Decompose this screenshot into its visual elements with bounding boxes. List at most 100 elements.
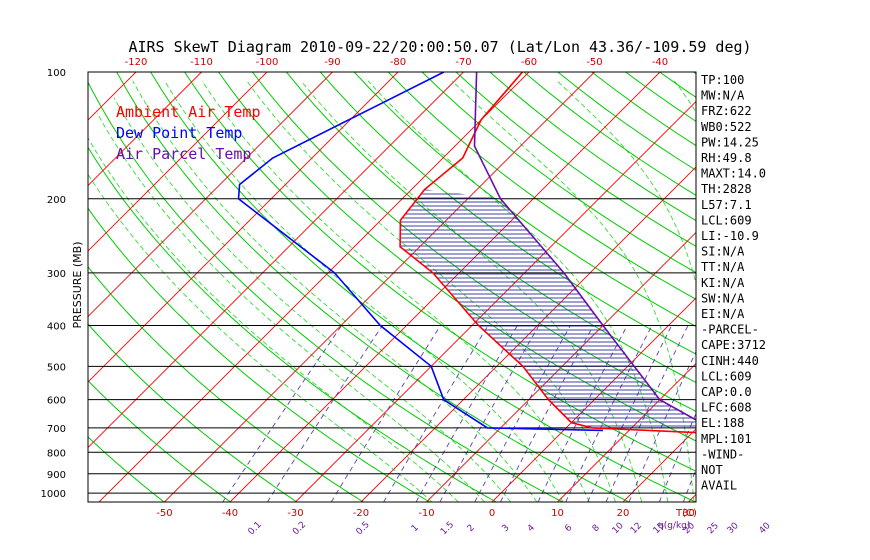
mixing-ratio-line	[267, 325, 383, 502]
legend-entry-dewpoint: Dew Point Temp	[116, 124, 242, 142]
index-label: TT:N/A	[701, 260, 745, 274]
bottom-temp-tick-label: -30	[287, 508, 303, 519]
mixing-ratio-tick-label: 3	[500, 523, 511, 534]
mixing-ratio-line	[628, 350, 696, 502]
index-label: NOT	[701, 463, 723, 477]
mixing-ratio-line	[682, 468, 696, 502]
top-temp-tick-label: -110	[190, 57, 213, 68]
isotherm	[88, 72, 464, 449]
isotherm	[360, 166, 696, 502]
mixing-ratio-line	[330, 325, 441, 502]
dry-adiabat	[88, 323, 298, 502]
index-label: FRZ:622	[701, 104, 752, 118]
mixing-ratio-line	[474, 325, 571, 502]
index-label: LCL:609	[701, 213, 752, 227]
mixing-ratio-tick-label: 30	[726, 521, 741, 536]
dry-adiabat	[455, 72, 696, 247]
bottom-temp-tick-label: 0	[489, 508, 495, 519]
moist-adiabat	[799, 81, 843, 502]
mixing-ratio-line	[383, 325, 489, 502]
dry-adiabat	[421, 72, 696, 274]
top-temp-tick-label: -100	[256, 57, 279, 68]
y-axis-label: PRESSURE (MB)	[71, 242, 84, 329]
cape-area	[400, 189, 696, 428]
dry-adiabat	[863, 72, 870, 502]
top-temp-tick-label: -60	[521, 57, 537, 68]
dry-adiabat	[761, 72, 870, 502]
dry-adiabat	[88, 81, 563, 502]
dry-adiabat	[795, 72, 870, 502]
moist-adiabat	[773, 81, 787, 502]
moist-adiabat	[556, 80, 696, 286]
series-line-parcel	[473, 72, 696, 421]
index-label: WB0:522	[701, 120, 752, 134]
moist-adiabat	[88, 173, 433, 502]
index-label: MPL:101	[701, 432, 752, 446]
index-label: TH:2828	[701, 182, 752, 196]
mixing-ratio-line	[658, 412, 696, 502]
mixing-ratio-tick-label: 8	[591, 523, 602, 534]
dry-adiabat	[88, 266, 364, 502]
mixing-ratio-tick-label: 1.5	[439, 520, 456, 537]
plot-area	[0, 72, 870, 502]
mixing-ratio-tick-label: 10	[611, 521, 626, 536]
dry-adiabat	[116, 72, 630, 502]
isotherm	[426, 231, 696, 502]
index-label: PW:14.25	[701, 135, 759, 149]
isotherm	[98, 72, 530, 502]
index-label: MAXT:14.0	[701, 167, 766, 181]
mixing-ratio-tick-label: 4	[526, 523, 537, 534]
index-label: TP:100	[701, 73, 744, 87]
pressure-tick-label: 900	[47, 470, 66, 481]
pressure-tick-label: 500	[47, 362, 66, 373]
isotherm	[0, 72, 71, 502]
dry-adiabat	[659, 72, 696, 98]
dry-adiabat	[150, 72, 696, 502]
pressure-tick-label: 300	[47, 269, 66, 280]
x-axis-label-mixing: q(g/kg)	[658, 521, 690, 531]
index-label: AVAIL	[701, 479, 737, 493]
bottom-temp-tick-label: 10	[551, 508, 564, 519]
bottom-temp-tick-label: 30	[682, 508, 695, 519]
pressure-tick-label: 1000	[41, 489, 66, 500]
dry-adiabat	[829, 72, 870, 502]
dry-adiabat	[88, 207, 431, 502]
dry-adiabat	[88, 436, 165, 502]
isotherm	[88, 72, 399, 383]
chart-title: AIRS SkewT Diagram 2010-09-22/20:00:50.0…	[128, 38, 751, 56]
mixing-ratio-tick-label: 1	[410, 523, 421, 534]
mixing-ratio-tick-label: 0.1	[247, 520, 264, 537]
dry-adiabat	[286, 72, 696, 384]
index-label: LCL:609	[701, 369, 752, 383]
series-line-dewpoint	[237, 72, 603, 432]
mixing-ratio-tick-label: 6	[563, 523, 574, 534]
index-label: -WIND-	[701, 447, 744, 461]
dry-adiabat	[353, 72, 696, 327]
index-label: MW:N/A	[701, 89, 745, 103]
mixing-ratio-tick-label: 12	[629, 521, 644, 536]
pressure-tick-label: 800	[47, 448, 66, 459]
dry-adiabat	[88, 146, 497, 502]
index-label: CINH:440	[701, 354, 759, 368]
index-label: SI:N/A	[701, 245, 745, 259]
mixing-ratio-line	[605, 325, 689, 502]
mixing-ratio-tick-label: 2	[466, 523, 477, 534]
index-label: SW:N/A	[701, 291, 745, 305]
moist-adiabat	[451, 80, 695, 502]
moist-adiabat	[201, 80, 590, 502]
isotherm	[622, 428, 696, 502]
moist-adiabat	[164, 80, 564, 502]
index-label: EL:188	[701, 416, 744, 430]
top-temp-tick-label: -80	[390, 57, 406, 68]
bottom-temp-tick-label: -40	[222, 508, 238, 519]
mixing-ratio-line	[439, 325, 540, 502]
legend-entry-parcel: Air Parcel Temp	[116, 145, 251, 163]
pressure-tick-label: 600	[47, 396, 66, 407]
mixing-ratio-line	[587, 325, 673, 502]
top-temp-tick-label: -40	[652, 57, 668, 68]
isotherm	[88, 72, 268, 252]
series-line-ambient	[399, 72, 696, 434]
mixing-ratio-line	[500, 325, 594, 502]
isotherm	[88, 72, 202, 187]
index-label: L57:7.1	[701, 198, 752, 212]
